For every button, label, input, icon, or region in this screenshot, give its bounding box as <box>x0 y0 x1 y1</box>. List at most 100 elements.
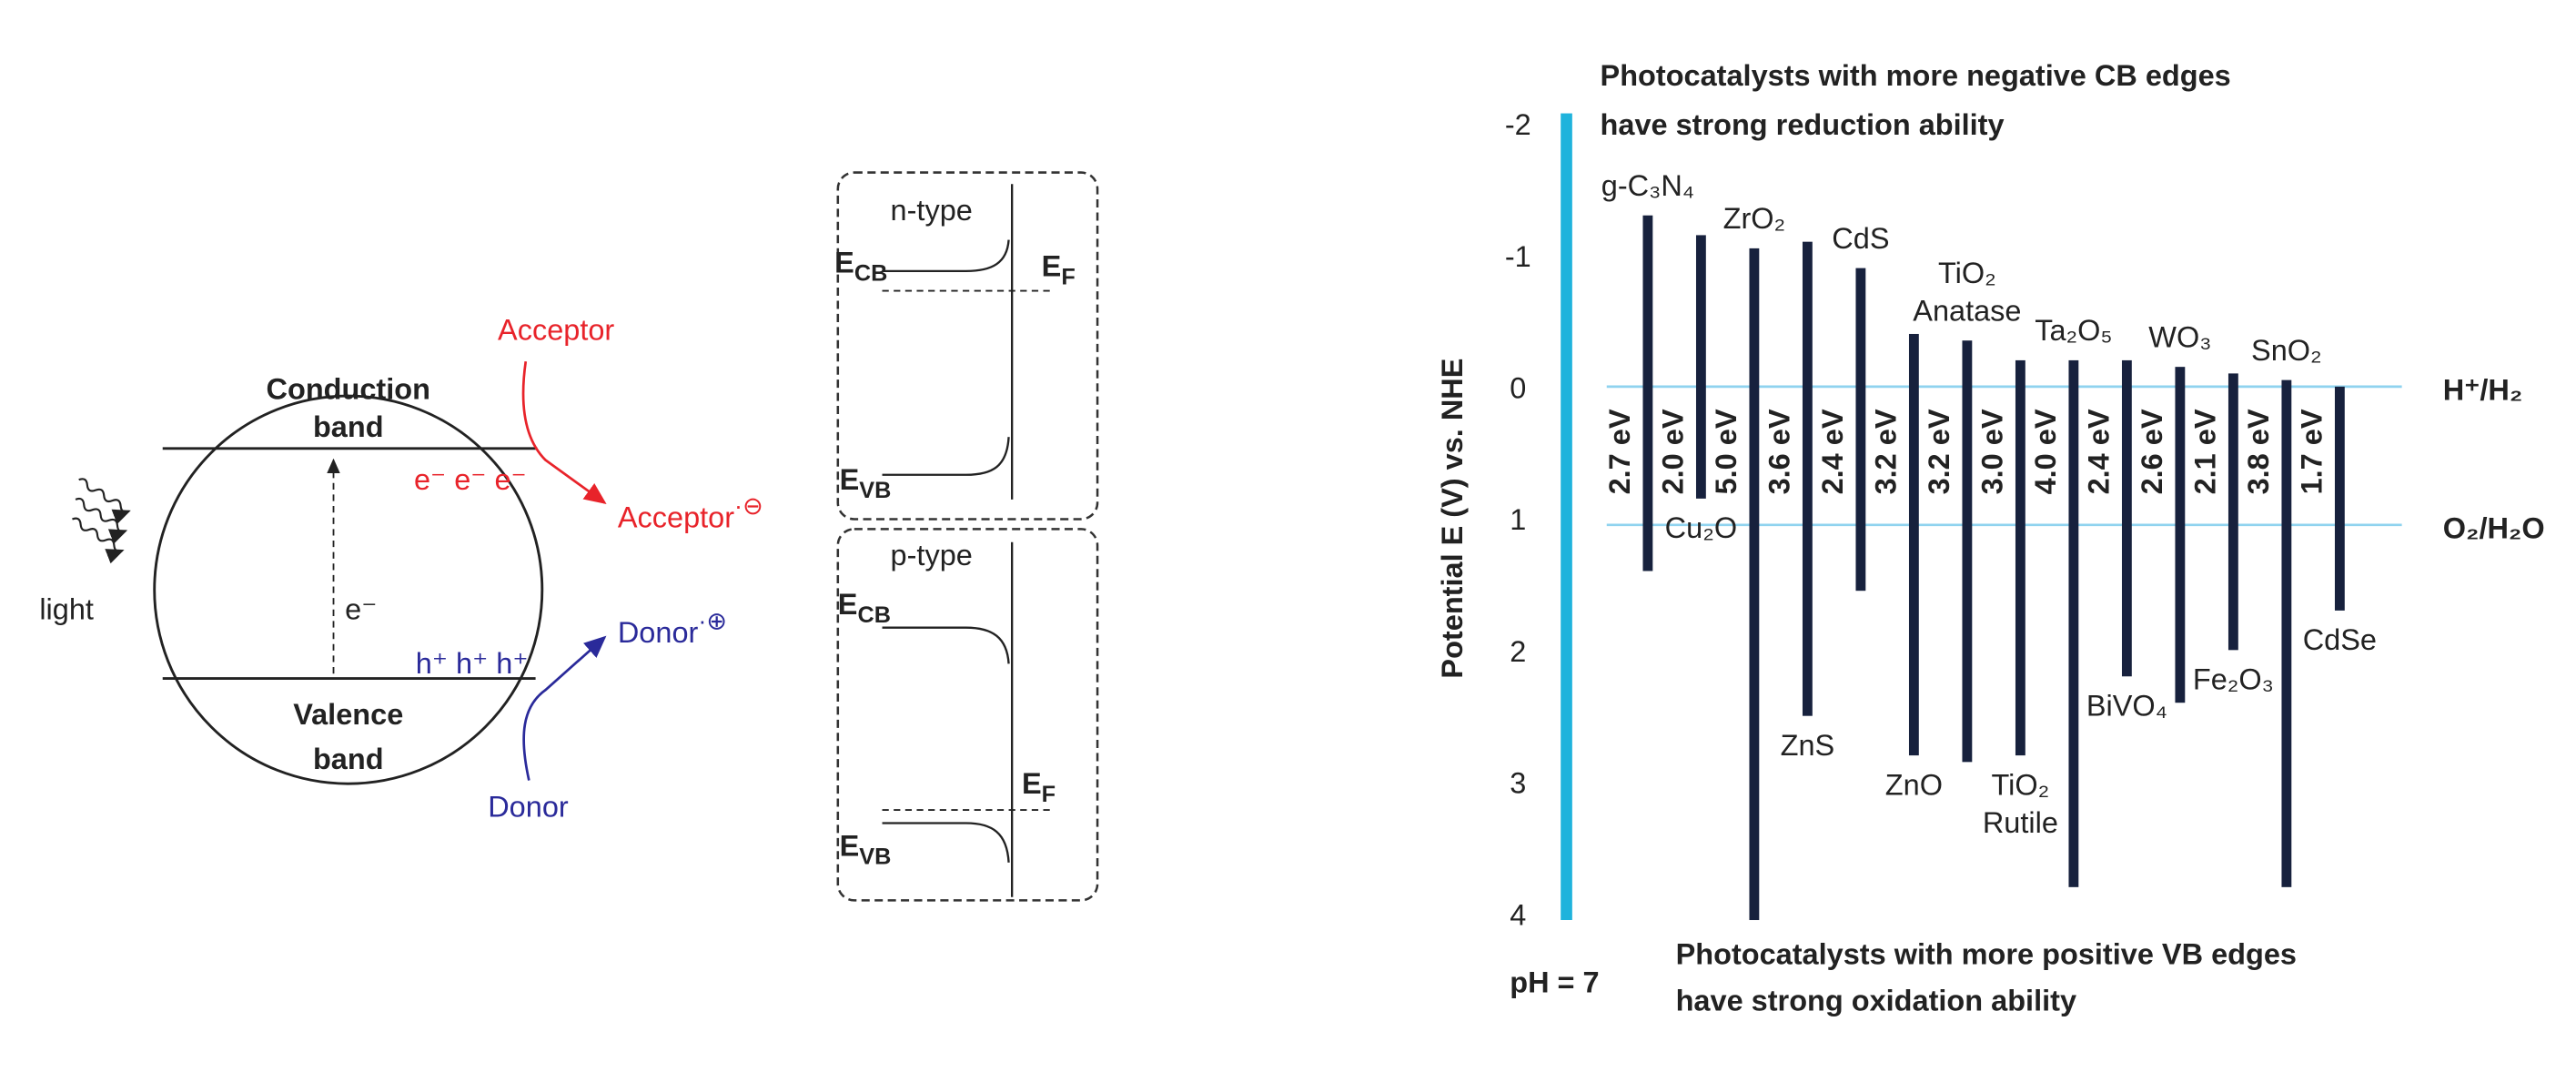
gap-label: 3.0 eV <box>1976 409 2009 494</box>
light-waves <box>72 478 131 564</box>
reference-label: H⁺/H₂ <box>2443 373 2523 406</box>
material-label: Fe₂O₃ <box>2193 663 2274 696</box>
n-type-panel: n-type ECB EF EVB <box>834 171 1099 521</box>
p-type-panel: p-type ECB EF EVB <box>836 528 1099 902</box>
label-main: E <box>840 830 860 863</box>
y-tick-label: 0 <box>1510 372 1526 405</box>
ecb-label: ECB <box>838 588 891 628</box>
band-bar <box>2281 379 2292 887</box>
band-bar <box>1802 241 1813 716</box>
gap-label: 1.7 eV <box>2296 409 2329 494</box>
panel-title: n-type <box>891 194 973 227</box>
label-main: E <box>1022 767 1042 800</box>
bottom-note: have strong oxidation ability <box>1676 984 2076 1016</box>
label-sub: CB <box>854 261 888 287</box>
material-label: WO₃ <box>2148 320 2211 353</box>
gap-label: 2.6 eV <box>2136 409 2168 494</box>
donor-ion-base: Donor <box>618 616 699 649</box>
label-main: E <box>838 588 858 621</box>
vb-edge <box>882 822 1010 863</box>
conduction-label: band <box>313 410 384 443</box>
reference-label: O₂/H₂O <box>2443 511 2545 544</box>
label-sub: F <box>1061 264 1075 289</box>
band-bar <box>1749 248 1760 921</box>
top-note: Photocatalysts with more negative CB edg… <box>1601 59 2231 92</box>
y-tick-label: 2 <box>1510 635 1526 668</box>
acceptor-arrow <box>521 360 607 505</box>
y-tick-label: 4 <box>1510 898 1526 931</box>
y-tick-label: -2 <box>1505 108 1531 141</box>
material-label: g-C₃N₄ <box>1601 169 1694 202</box>
ecb-label: ECB <box>834 247 887 287</box>
band-bar <box>2015 359 2025 756</box>
band-bar <box>1695 235 1706 499</box>
material-label: ZnO <box>1885 768 1943 801</box>
evb-label: EVB <box>840 830 892 870</box>
material-label: ZrO₂ <box>1723 202 1786 235</box>
donor-ion-sup: ·⊕ <box>698 606 727 634</box>
gap-label: 2.0 eV <box>1657 409 1690 494</box>
ef-label: EF <box>1022 767 1056 807</box>
electrons-label: e⁻ e⁻ e⁻ <box>414 463 527 496</box>
material-label: Rutile <box>1983 806 2058 839</box>
material-label: BiVO₄ <box>2086 690 2167 723</box>
gap-label: 2.4 eV <box>2083 409 2116 494</box>
vb-edge <box>882 437 1010 476</box>
material-label: CdS <box>1832 222 1889 255</box>
material-label: CdSe <box>2303 623 2377 656</box>
y-axis-label: Potential E (V) vs. NHE <box>1436 359 1469 679</box>
band-bar <box>2121 359 2132 677</box>
acceptor-label: Acceptor <box>498 314 614 347</box>
donor-label: Donor <box>488 790 569 823</box>
material-label: Ta₂O₅ <box>2035 314 2112 347</box>
evb-label: EVB <box>840 463 892 503</box>
light-wave <box>78 478 131 524</box>
conduction-label: Conduction <box>267 373 430 406</box>
semiconductor-particle: Conduction band Valence band e⁻ e⁻ e⁻ e⁻… <box>39 314 763 824</box>
material-label: TiO₂ <box>1938 257 1996 289</box>
gap-label: 3.6 eV <box>1763 409 1796 494</box>
band-bar <box>1962 340 1973 763</box>
label-main: E <box>1042 249 1062 282</box>
particle-outline <box>153 394 544 785</box>
light-wave <box>72 517 125 564</box>
y-tick-label: -1 <box>1505 240 1531 273</box>
band-bar <box>2068 359 2079 887</box>
label-sub: VB <box>859 478 891 503</box>
light-wave <box>75 497 128 544</box>
material-label: TiO₂ <box>1992 768 2050 801</box>
material-label: Cu₂O <box>1665 511 1737 544</box>
band-bar <box>2227 373 2238 651</box>
y-tick-label: 3 <box>1510 767 1526 800</box>
y-tick-label: 1 <box>1510 503 1526 536</box>
material-label: SnO₂ <box>2251 334 2322 367</box>
gap-label: 2.7 eV <box>1603 409 1636 494</box>
panel-title: p-type <box>891 539 973 571</box>
cb-edge <box>882 626 1010 664</box>
gap-label: 5.0 eV <box>1710 409 1743 494</box>
axis-bar <box>1561 113 1572 921</box>
valence-label: band <box>313 743 384 775</box>
label-main: E <box>834 247 854 279</box>
acceptor-ion-base: Acceptor <box>618 501 734 534</box>
gap-label: 3.2 eV <box>1870 409 1903 494</box>
bottom-note: Photocatalysts with more positive VB edg… <box>1676 938 2297 971</box>
material-label: ZnS <box>1781 729 1835 762</box>
band-bar <box>2334 386 2345 611</box>
gap-label: 2.4 eV <box>1816 409 1849 494</box>
gap-label: 3.8 eV <box>2242 409 2275 494</box>
label-main: E <box>840 463 860 496</box>
top-note: have strong reduction ability <box>1601 108 2005 141</box>
material-label: Anatase <box>1913 295 2021 328</box>
band-edge-chart: -2 -1 0 1 2 3 4 Potential E (V) vs. NHE Photocat… <box>1436 59 2545 1016</box>
valence-label: Valence <box>293 698 403 731</box>
band-bar <box>1908 333 1919 756</box>
donor-ion-label: Donor·⊕ <box>618 606 727 648</box>
band-bar <box>1642 215 1653 571</box>
acceptor-ion-sup: ·⊖ <box>734 491 763 520</box>
band-bar <box>1855 268 1866 592</box>
band-bar <box>2175 367 2186 703</box>
holes-label: h⁺ h⁺ h⁺ <box>416 647 529 680</box>
